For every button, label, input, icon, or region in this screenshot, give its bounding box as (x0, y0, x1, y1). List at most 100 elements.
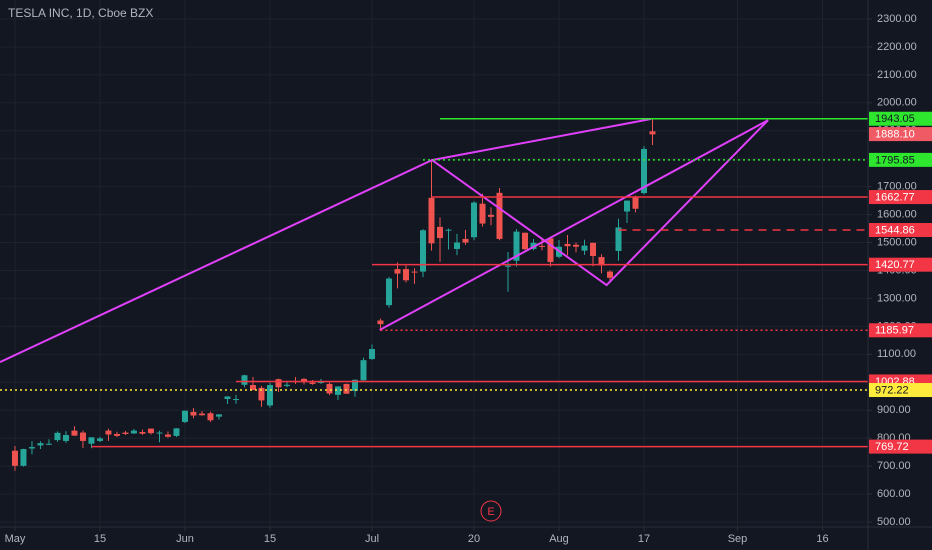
candle-body (190, 411, 197, 416)
candle-body (385, 278, 392, 306)
candle-body (20, 449, 27, 466)
y-tick-label: 700.00 (877, 460, 911, 472)
level-label: 1795.85 (875, 154, 915, 166)
level-label-box (869, 383, 932, 398)
y-tick-label: 1600.00 (877, 209, 917, 221)
candle-body (513, 231, 520, 261)
level-label: 1888.10 (875, 129, 915, 141)
x-tick-label: 15 (94, 533, 106, 545)
candle-body (470, 202, 477, 238)
level-label: 972.22 (875, 384, 909, 396)
candle-body (207, 413, 214, 421)
candle-body (164, 434, 171, 437)
candle-body (573, 244, 580, 247)
candle-body (334, 386, 341, 395)
candle-body (215, 414, 222, 417)
candle-body (453, 242, 460, 249)
candle-body (122, 432, 129, 434)
candle-body (504, 265, 511, 267)
level-label-box (869, 152, 932, 167)
earnings-marker (480, 500, 502, 522)
candle-body (71, 430, 78, 436)
level-label: 1544.86 (875, 224, 915, 236)
level-label-box (869, 127, 932, 142)
candle-body (275, 379, 282, 388)
candle-body (547, 238, 554, 263)
y-tick-label: 1700.00 (877, 181, 917, 193)
candle-body (411, 271, 418, 273)
level-label: 769.72 (875, 441, 909, 453)
candle-body (581, 245, 588, 251)
candle-body (249, 385, 256, 391)
y-tick-label: 1300.00 (877, 292, 917, 304)
candle-body (198, 413, 205, 416)
candle-body (641, 148, 648, 194)
candle-body (632, 196, 639, 209)
candle-body (11, 450, 18, 466)
x-tick-label: 16 (816, 533, 828, 545)
candle-body (147, 428, 154, 434)
y-tick-label: 600.00 (877, 488, 911, 500)
candle-body (343, 383, 350, 394)
x-tick-label: Aug (549, 533, 569, 545)
candle-body (649, 131, 656, 135)
candle-body (309, 382, 316, 384)
x-tick-label: Jul (365, 533, 379, 545)
candle-body (266, 385, 273, 406)
candle-body (487, 214, 494, 217)
candle-body (79, 432, 86, 441)
y-tick-label: 2300.00 (877, 13, 917, 25)
candle-body (521, 232, 528, 250)
candle-body (45, 443, 52, 445)
pattern-line (431, 119, 769, 287)
candle-body (402, 269, 409, 281)
candle-body (96, 438, 103, 441)
candle-body (317, 381, 324, 383)
y-tick-label: 1100.00 (877, 348, 916, 360)
candle-body (607, 271, 614, 278)
candle-body (462, 238, 469, 243)
candle-body (88, 437, 95, 444)
candle-body (496, 192, 503, 239)
y-tick-label: 1500.00 (877, 236, 917, 248)
candle-body (258, 387, 265, 401)
candle-body (615, 227, 622, 251)
y-tick-label: 500.00 (877, 516, 911, 528)
level-label-box (869, 257, 932, 272)
candle-body (428, 197, 435, 244)
candle-body (224, 396, 231, 400)
level-label-box (869, 223, 932, 238)
y-tick-label: 2200.00 (877, 41, 917, 53)
x-tick-label: 17 (638, 533, 650, 545)
candle-body (37, 443, 44, 446)
candle-body (241, 375, 248, 385)
level-label-box (869, 111, 932, 126)
x-tick-label: 15 (264, 533, 276, 545)
level-label-box (869, 323, 932, 338)
candle-body (105, 430, 112, 435)
candle-body (394, 269, 401, 274)
candle-body (28, 447, 35, 449)
candle-body (181, 410, 188, 422)
x-tick-label: Sep (728, 533, 748, 545)
candle-body (445, 229, 452, 231)
x-tick-label: Jun (176, 533, 194, 545)
candle-body (479, 203, 486, 224)
candle-body (54, 432, 61, 441)
candle-body (139, 431, 146, 434)
chart-title: TESLA INC, 1D, Cboe BZX (8, 6, 153, 20)
plot-area: E (0, 117, 868, 522)
candle-body (368, 349, 375, 360)
candle-body (590, 242, 597, 256)
candle-body (598, 257, 605, 266)
earnings-label: E (487, 506, 494, 518)
candle-body (564, 243, 571, 247)
pattern-line (379, 119, 769, 331)
candle-body (326, 383, 333, 394)
candle-body (232, 399, 239, 401)
candle-body (130, 430, 137, 434)
grid (0, 0, 868, 527)
